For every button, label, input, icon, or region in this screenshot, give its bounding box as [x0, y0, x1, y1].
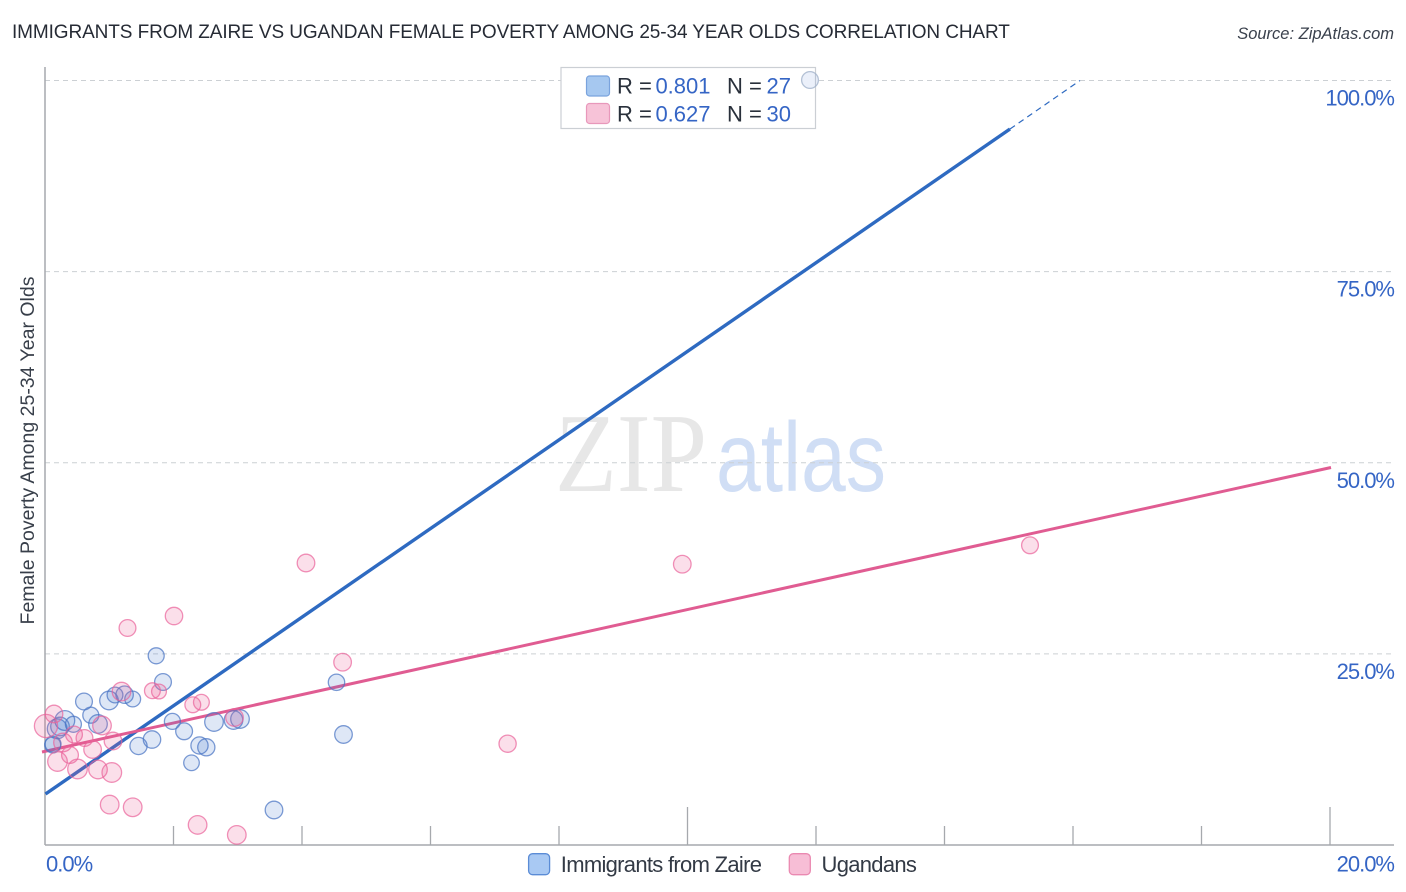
svg-text:0.0%: 0.0% [46, 852, 93, 877]
svg-text:R =: R = [617, 74, 652, 99]
svg-text:25.0%: 25.0% [1337, 659, 1395, 684]
svg-text:Female Poverty Among 25-34 Yea: Female Poverty Among 25-34 Year Olds [17, 276, 39, 624]
svg-text:N =: N = [727, 74, 762, 99]
svg-text:atlas: atlas [716, 402, 886, 512]
svg-text:IMMIGRANTS FROM ZAIRE VS UGAND: IMMIGRANTS FROM ZAIRE VS UGANDAN FEMALE … [12, 22, 1010, 43]
svg-text:100.0%: 100.0% [1325, 86, 1394, 111]
svg-text:0.627: 0.627 [655, 102, 710, 127]
svg-text:Ugandans: Ugandans [822, 852, 917, 877]
svg-text:50.0%: 50.0% [1337, 468, 1395, 493]
svg-text:30: 30 [767, 102, 791, 127]
svg-text:0.801: 0.801 [655, 74, 710, 99]
svg-text:R =: R = [617, 102, 652, 127]
svg-text:ZIP: ZIP [555, 392, 707, 516]
svg-text:Immigrants from Zaire: Immigrants from Zaire [561, 852, 762, 877]
svg-text:Source: ZipAtlas.com: Source: ZipAtlas.com [1237, 25, 1394, 43]
svg-text:20.0%: 20.0% [1337, 852, 1395, 877]
svg-text:N =: N = [727, 102, 762, 127]
svg-text:75.0%: 75.0% [1337, 277, 1395, 302]
svg-text:27: 27 [767, 74, 791, 99]
